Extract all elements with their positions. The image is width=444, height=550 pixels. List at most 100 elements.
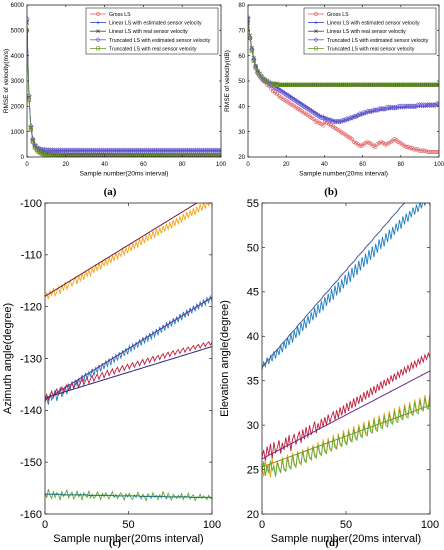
- data-point-b-3-71: [382, 106, 388, 112]
- data-point-b-4-4: [253, 64, 258, 70]
- data-point-b-3-49: [339, 117, 346, 124]
- y-tick-label-c-5: -110: [21, 250, 42, 262]
- data-point-b-3-88: [415, 102, 421, 108]
- data-point-a-3-70: [161, 147, 167, 154]
- series-line-a-3: [27, 18, 221, 151]
- data-point-b-3-99: [436, 101, 439, 107]
- data-point-a-3-86: [192, 147, 199, 154]
- data-point-b-3-79: [397, 103, 404, 110]
- y-tick-label-c-4: -120: [20, 302, 42, 314]
- data-point-a-3-78: [177, 147, 183, 154]
- data-point-b-3-55: [351, 113, 357, 120]
- data-point-b-3-65: [370, 107, 377, 113]
- data-point-a-3-60: [141, 147, 148, 154]
- data-point-a-3-68: [157, 147, 164, 154]
- data-point-b-3-40: [322, 116, 328, 122]
- series-line-c-4: [45, 341, 212, 402]
- data-point-b-4-99: [436, 82, 439, 87]
- data-point-a-3-91: [202, 147, 209, 154]
- data-point-a-3-82: [184, 147, 191, 154]
- data-point-a-3-63: [147, 147, 154, 154]
- data-point-b-0-84: [407, 146, 413, 151]
- data-point-a-3-52: [126, 147, 132, 154]
- y-tick-label-c-2: -140: [20, 405, 42, 417]
- legend-label-b-4: Truncated LS with real sensor velocity: [327, 46, 415, 52]
- data-point-a-3-85: [190, 147, 197, 154]
- x-tick-label-a-3: 60: [140, 162, 147, 168]
- data-point-a-2-0: [27, 20, 30, 25]
- data-point-a-3-30: [83, 147, 89, 154]
- legend-label-b-2: Linear LS with real sensor velocity: [327, 29, 406, 35]
- data-point-b-3-89: [416, 102, 423, 108]
- y-axis-label-a: RMSE of velocity(m/s): [3, 49, 10, 113]
- series-line-c-1: [45, 203, 198, 297]
- data-point-a-3-53: [128, 147, 134, 154]
- data-point-b-3-68: [376, 106, 382, 112]
- data-point-a-3-71: [163, 147, 169, 154]
- data-point-b-3-59: [359, 111, 365, 117]
- data-point-b-3-81: [401, 103, 408, 110]
- data-point-a-3-49: [120, 147, 126, 154]
- data-point-b-3-86: [411, 103, 417, 110]
- data-point-b-3-75: [389, 104, 396, 111]
- data-point-b-3-91: [420, 102, 427, 108]
- data-point-a-3-33: [88, 147, 95, 154]
- legend-label-b-1: Linear LS with estimated sensor velocity: [327, 21, 420, 27]
- data-point-a-3-95: [210, 147, 216, 154]
- data-point-b-3-54: [349, 114, 355, 121]
- y-tick-label-d-4: 40: [247, 331, 259, 343]
- legend-marker-a-0: [96, 12, 100, 16]
- x-tick-label-a-0: 0: [25, 162, 29, 168]
- caption-b: (b): [324, 186, 338, 198]
- data-point-a-3-0: [27, 16, 30, 22]
- data-point-b-3-72: [384, 104, 390, 111]
- legend-a: Gross LS Linear LS with estimated sensor …: [85, 7, 219, 55]
- data-point-a-3-77: [175, 147, 181, 154]
- legend-marker-a-2: [96, 29, 100, 34]
- data-point-a-3-51: [124, 147, 130, 154]
- x-tick-label-d-0: 0: [259, 519, 265, 531]
- series-line-d-2: [262, 351, 430, 462]
- data-point-a-3-14: [51, 147, 58, 154]
- y-tick-label-c-3: -130: [20, 353, 42, 365]
- x-tick-label-b-5: 100: [434, 162, 444, 168]
- legend-marker-b-3: [313, 37, 319, 43]
- data-point-a-3-62: [145, 147, 152, 154]
- y-tick-label-b-1: 30: [238, 130, 245, 136]
- data-point-b-3-84: [407, 103, 413, 110]
- data-point-a-3-15: [53, 147, 60, 154]
- data-point-b-3-87: [413, 103, 419, 110]
- data-point-a-3-66: [153, 147, 160, 154]
- data-point-b-3-42: [326, 117, 332, 124]
- y-tick-label-c-1: -150: [20, 457, 42, 469]
- data-point-a-3-84: [188, 147, 195, 154]
- legend-label-a-2: Linear LS with real sensor velocity: [109, 29, 188, 35]
- data-point-a-4-2: [28, 127, 34, 132]
- data-point-b-3-46: [333, 118, 340, 125]
- data-point-a-3-58: [137, 147, 144, 154]
- series-group-d: [262, 203, 430, 478]
- x-axis-label-c: Sample number(20ms interval): [53, 533, 203, 545]
- panel-c: 0 50 100 -160 -150 -140 -130 -120 -110 -100 Sample…: [2, 198, 221, 545]
- legend-label-a-1: Linear LS with estimated sensor velocity: [109, 21, 202, 27]
- x-tick-label-b-3: 60: [359, 162, 366, 168]
- data-point-b-3-64: [368, 108, 375, 115]
- y-tick-label-c-6: -100: [20, 198, 42, 210]
- series-line-c-5: [45, 346, 212, 399]
- data-point-b-3-85: [409, 103, 415, 110]
- data-point-b-3-95: [428, 102, 435, 108]
- y-tick-label-a-4: 4000: [11, 54, 25, 60]
- plot-area-c: [45, 203, 212, 514]
- data-point-b-2-99: [436, 82, 439, 87]
- data-point-a-3-35: [92, 147, 99, 154]
- legend-label-b-0: Gross LS: [327, 12, 349, 18]
- data-point-b-3-83: [405, 103, 411, 110]
- data-point-a-3-54: [130, 147, 136, 154]
- data-point-b-0-35: [313, 119, 318, 124]
- caption-c: (c): [109, 537, 122, 549]
- legend-marker-a-4: [96, 46, 100, 51]
- y-tick-label-a-5: 5000: [11, 28, 25, 34]
- data-point-a-3-67: [155, 147, 162, 154]
- data-point-a-3-44: [110, 147, 116, 154]
- data-point-a-3-24: [71, 147, 77, 154]
